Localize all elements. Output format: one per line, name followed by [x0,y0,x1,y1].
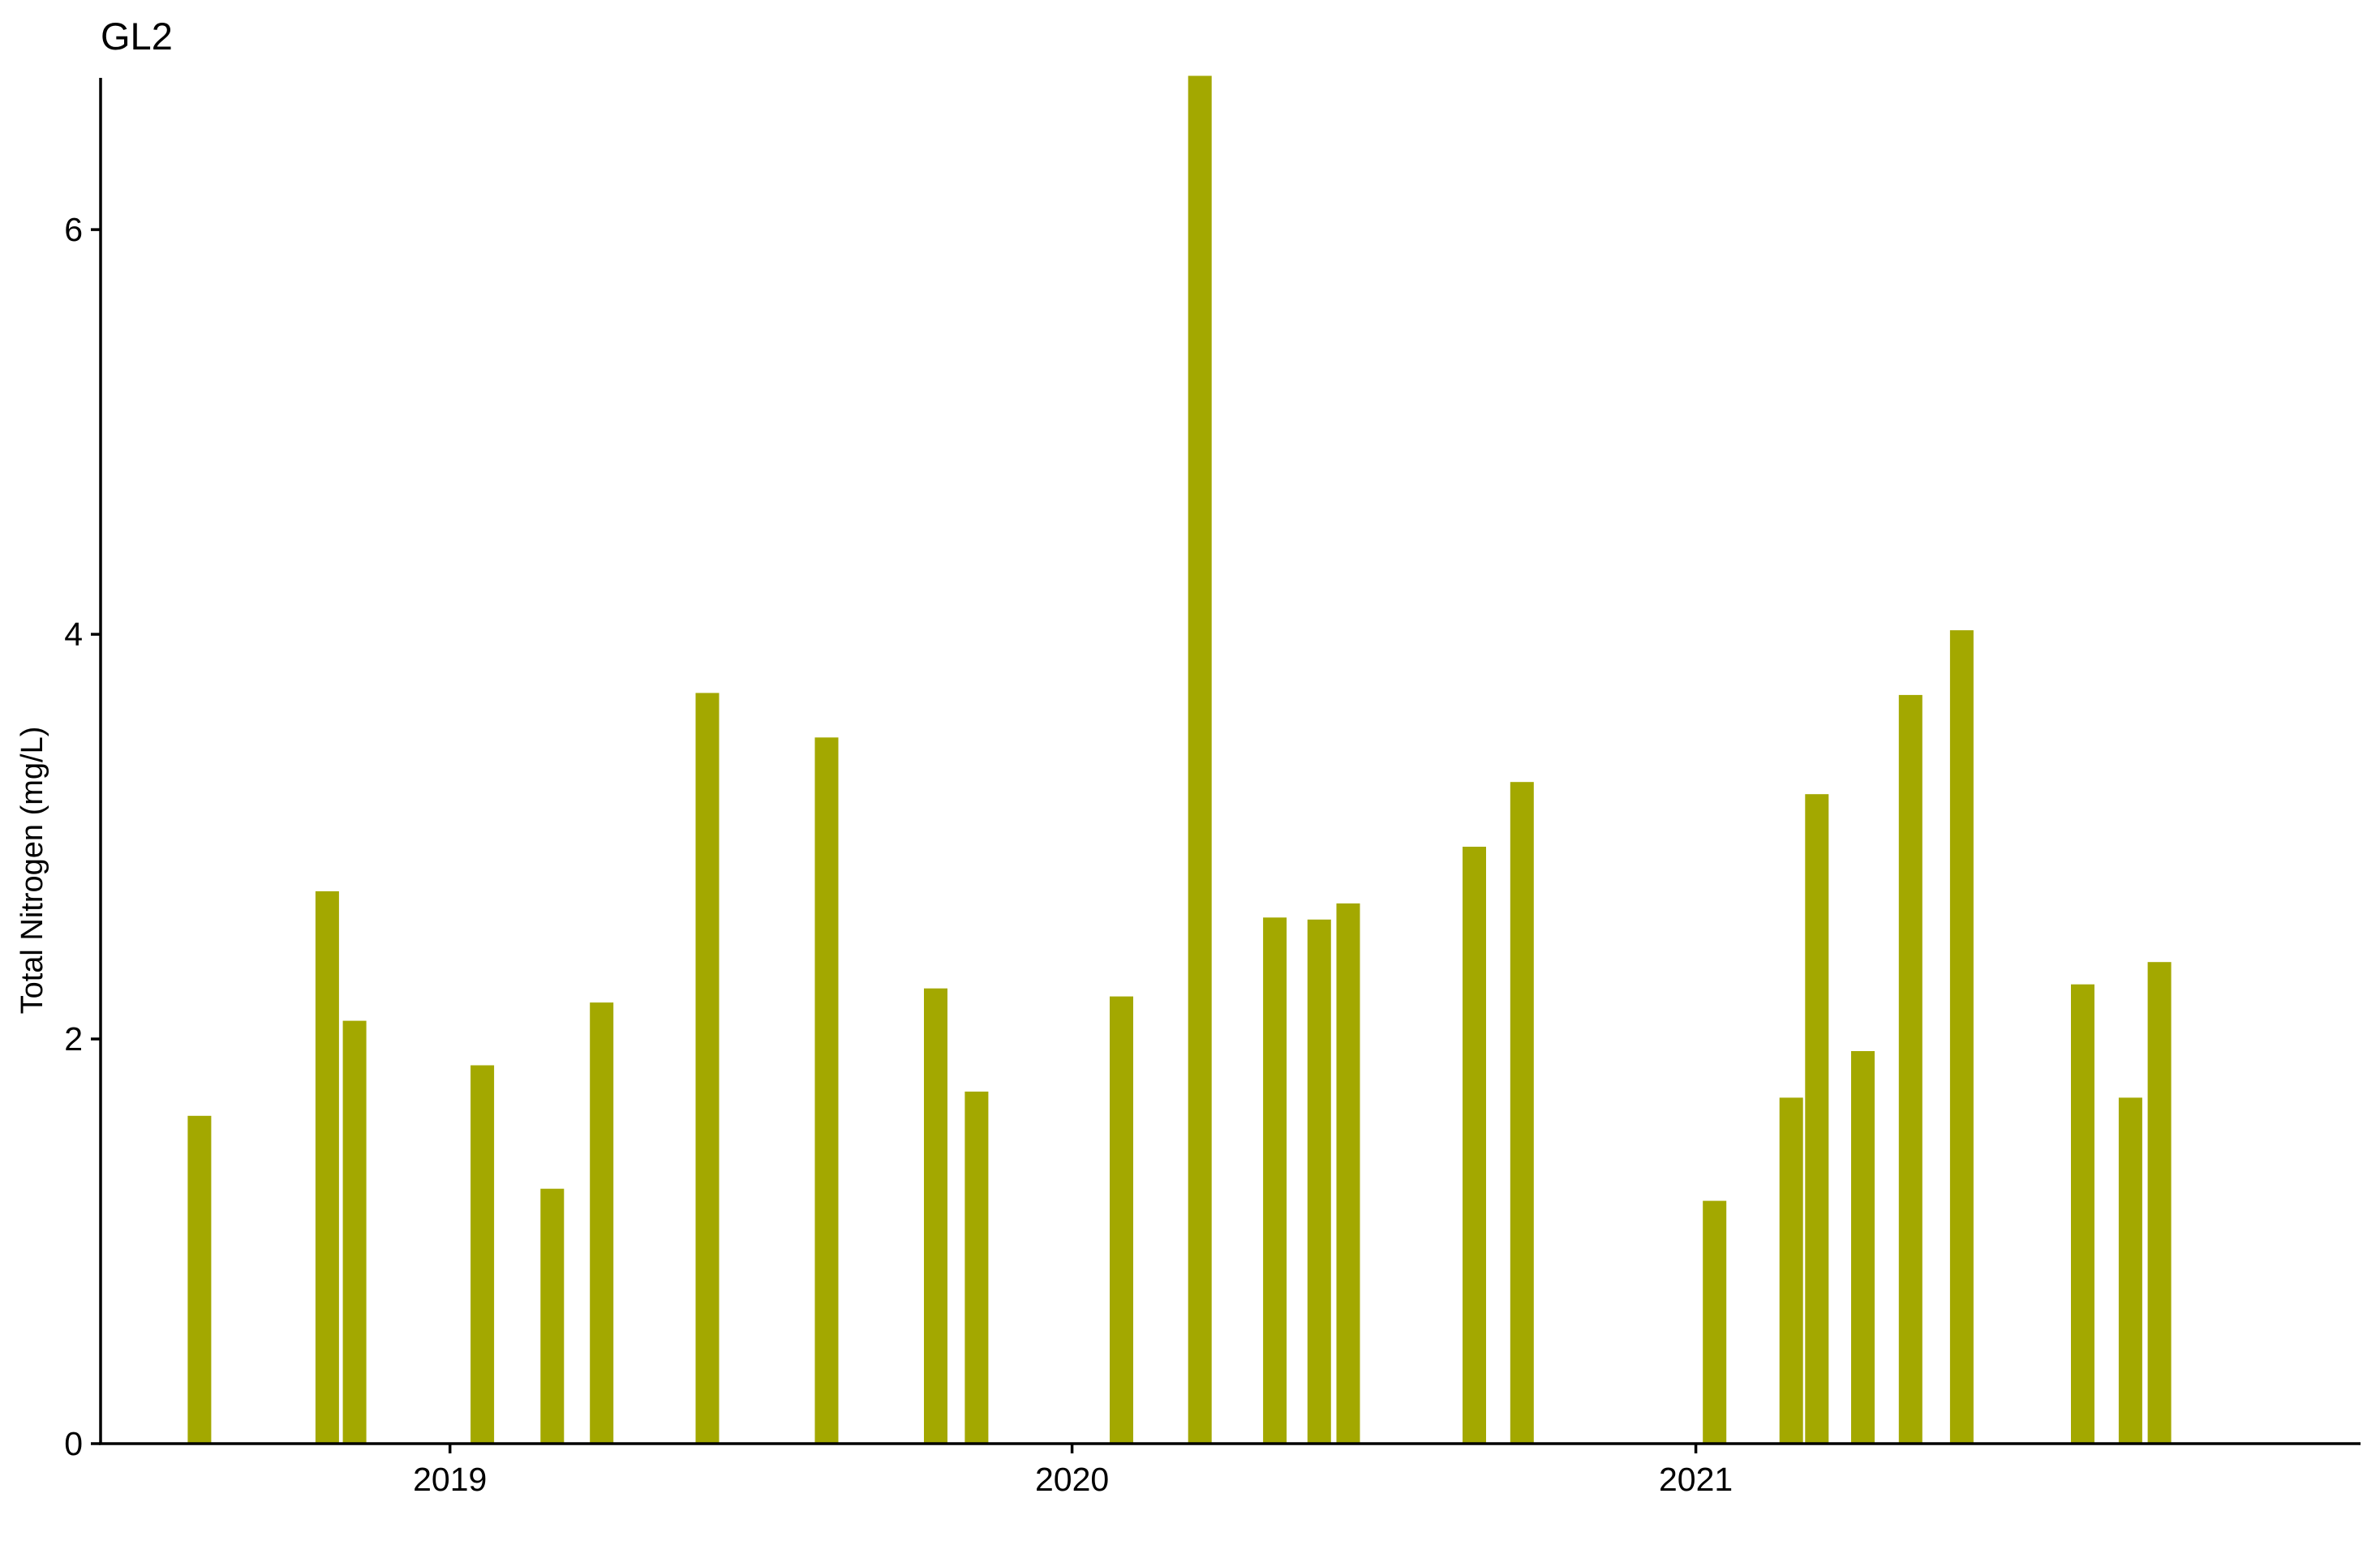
bar [1188,75,1212,1444]
bar [1510,782,1534,1444]
bar [1851,1051,1875,1444]
bar [1805,794,1829,1444]
x-tick-label: 2019 [413,1461,487,1498]
y-tick-label: 0 [64,1425,83,1462]
bar [1779,1097,1803,1444]
bar [315,891,339,1444]
x-ticks: 2019 2020 2021 [413,1444,1733,1498]
bar [814,737,839,1444]
y-axis-label: Total Nitrogen (mg/L) [15,727,49,1015]
bar [470,1065,495,1444]
bar [2118,1097,2142,1444]
bar [1336,903,1360,1444]
y-tick-label: 6 [64,211,83,248]
bar [540,1188,565,1444]
bar [2071,984,2094,1444]
bar [1898,694,1922,1444]
bar [1307,919,1331,1444]
bar [1263,917,1287,1444]
bar [1463,847,1486,1444]
y-ticks: 0 2 4 6 [64,211,101,1462]
bar [964,1091,989,1444]
x-tick-label: 2020 [1035,1461,1109,1498]
bar [1703,1200,1727,1444]
y-tick-label: 2 [64,1020,83,1058]
bar [2147,962,2172,1444]
bar [342,1020,367,1444]
bars [187,75,2172,1444]
y-tick-label: 4 [64,616,83,653]
bar [695,693,720,1444]
x-tick-label: 2021 [1659,1461,1733,1498]
bar [924,988,947,1444]
bar [590,1002,614,1444]
bar [1949,630,1974,1444]
bar [187,1115,212,1444]
chart-title: GL2 [101,15,173,58]
bar [1110,996,1133,1444]
